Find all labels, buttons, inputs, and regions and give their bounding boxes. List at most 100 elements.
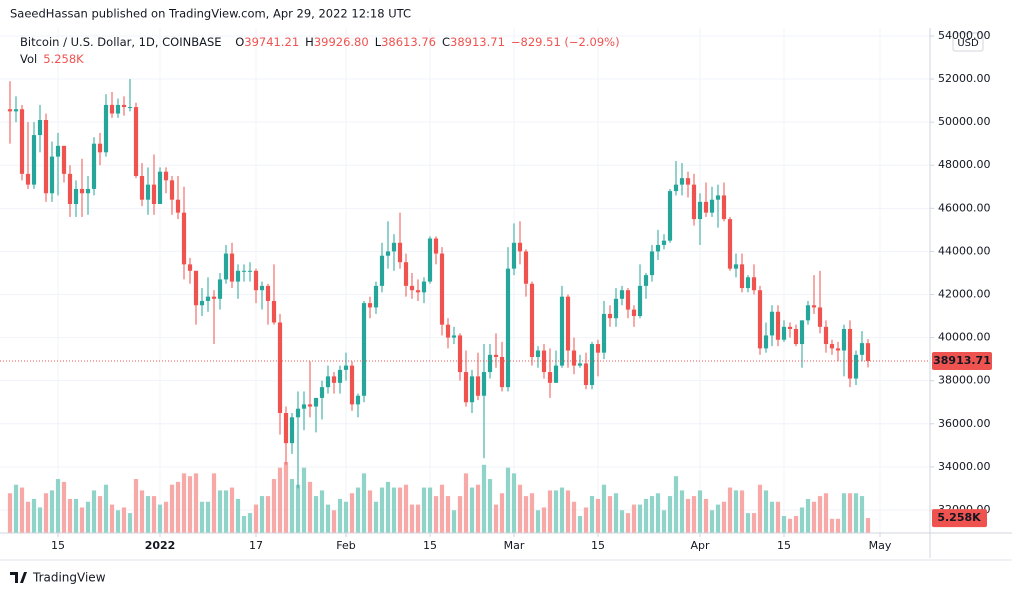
volume-bar bbox=[715, 504, 721, 533]
candle-body bbox=[67, 173, 73, 205]
candle-body bbox=[673, 184, 679, 192]
candle-body bbox=[535, 350, 541, 357]
volume-bar bbox=[613, 493, 619, 533]
candle-body bbox=[403, 262, 409, 286]
volume-bar bbox=[481, 464, 487, 533]
volume-bar bbox=[163, 501, 169, 533]
volume-bar bbox=[475, 484, 481, 533]
x-tick-label: 15 bbox=[423, 539, 437, 552]
volume-bar bbox=[727, 487, 733, 533]
volume-bar bbox=[409, 504, 415, 533]
candle-body bbox=[787, 326, 793, 329]
candle-body bbox=[745, 277, 751, 289]
candle-body bbox=[289, 417, 295, 444]
candle-body bbox=[103, 104, 109, 153]
volume-bar bbox=[91, 490, 97, 533]
y-tick-label: 38000.00 bbox=[938, 374, 991, 387]
volume-bar bbox=[331, 510, 337, 533]
candle-body bbox=[343, 365, 349, 370]
volume-bar bbox=[535, 510, 541, 533]
volume-bar bbox=[523, 496, 529, 533]
volume-bar bbox=[373, 501, 379, 533]
candle-body bbox=[175, 199, 181, 213]
candle-body bbox=[607, 313, 613, 319]
volume-bar bbox=[601, 484, 607, 533]
volume-bar bbox=[199, 501, 205, 533]
candle-body bbox=[721, 195, 727, 220]
legend-value: 38913.71 bbox=[450, 35, 505, 49]
candle-body bbox=[31, 135, 37, 185]
candle-body bbox=[151, 184, 157, 205]
candle-body bbox=[667, 191, 673, 241]
volume-value: 5.258K bbox=[43, 52, 84, 66]
y-tick-label: 44000.00 bbox=[938, 244, 991, 257]
volume-bar bbox=[319, 490, 325, 533]
volume-bar bbox=[307, 481, 313, 533]
candle-body bbox=[379, 255, 385, 286]
volume-bar bbox=[733, 490, 739, 533]
candle-body bbox=[715, 195, 721, 200]
volume-bar bbox=[7, 493, 13, 533]
volume-bar bbox=[769, 501, 775, 533]
volume-bar bbox=[49, 490, 55, 533]
candle-body bbox=[439, 253, 445, 325]
x-tick-label: May bbox=[869, 539, 892, 552]
candle-body bbox=[547, 372, 553, 383]
candle-body bbox=[499, 356, 505, 388]
candle-body bbox=[427, 238, 433, 282]
volume-bar bbox=[745, 513, 751, 533]
candle-body bbox=[283, 412, 289, 444]
candle-body bbox=[55, 145, 61, 157]
candle-body bbox=[217, 279, 223, 299]
candle-body bbox=[481, 372, 487, 396]
candle-body bbox=[613, 298, 619, 319]
currency[interactable]: USD bbox=[957, 38, 979, 49]
volume-bar bbox=[499, 493, 505, 533]
candle-body bbox=[61, 145, 67, 174]
volume-bar bbox=[529, 493, 535, 533]
candle-body bbox=[349, 365, 355, 405]
volume-bar bbox=[451, 510, 457, 533]
currency-badge[interactable] bbox=[952, 32, 984, 52]
candle-body bbox=[733, 264, 739, 269]
candle-body bbox=[121, 104, 127, 108]
volume-bar bbox=[241, 515, 247, 533]
volume-bar bbox=[145, 496, 151, 533]
volume-bar bbox=[709, 510, 715, 533]
volume-bar bbox=[655, 493, 661, 533]
candle-body bbox=[619, 290, 625, 299]
candle-body bbox=[391, 242, 397, 252]
candle-body bbox=[595, 344, 601, 353]
candle-body bbox=[769, 311, 775, 336]
volume-bar bbox=[859, 496, 865, 533]
candle-body bbox=[229, 253, 235, 282]
volume-bar bbox=[283, 462, 289, 533]
volume-bar bbox=[505, 467, 511, 533]
last-price-label: 38913.71 bbox=[933, 354, 991, 367]
volume-bar bbox=[817, 496, 823, 533]
candle-body bbox=[799, 320, 805, 345]
volume-bar bbox=[361, 473, 367, 533]
volume-bar bbox=[133, 479, 139, 533]
candle-body bbox=[247, 270, 253, 272]
volume-bar bbox=[25, 501, 31, 533]
candle-body bbox=[823, 326, 829, 345]
candle-body bbox=[637, 285, 643, 317]
volume-bar bbox=[667, 496, 673, 533]
candle-body bbox=[115, 104, 121, 114]
volume-bar bbox=[313, 496, 319, 533]
volume-bar bbox=[847, 493, 853, 533]
candle-body bbox=[757, 290, 763, 349]
volume-bar bbox=[589, 496, 595, 533]
volume-bar bbox=[259, 496, 265, 533]
candle-body bbox=[469, 376, 475, 403]
candle-body bbox=[457, 335, 463, 373]
legend-value: 39926.80 bbox=[314, 35, 369, 49]
volume-bar bbox=[841, 493, 847, 533]
symbol-title: Bitcoin / U.S. Dollar, 1D, COINBASE bbox=[20, 35, 222, 49]
candle-body bbox=[205, 296, 211, 301]
legend-change: −829.51 (−2.09%) bbox=[511, 35, 620, 49]
candle-body bbox=[97, 143, 103, 153]
volume-name: Vol bbox=[20, 52, 37, 66]
